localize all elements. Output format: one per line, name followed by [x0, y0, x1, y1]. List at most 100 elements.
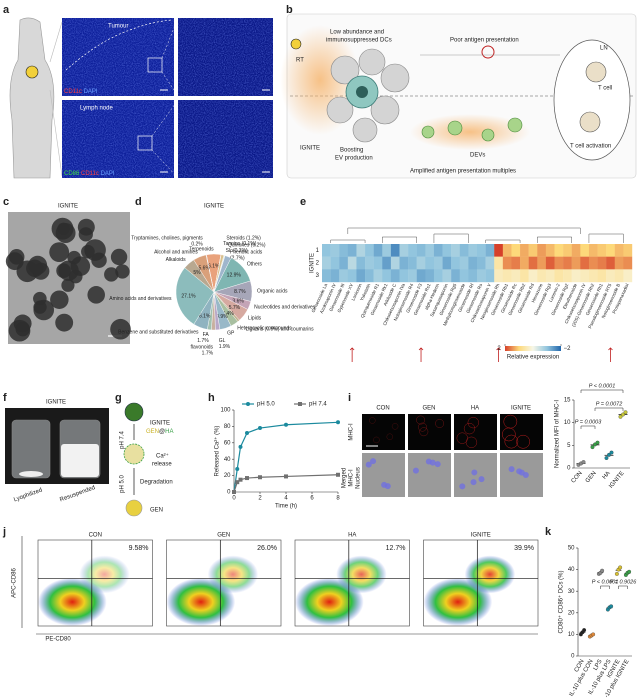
t-cell [585, 61, 607, 83]
panel-letter: k [545, 526, 552, 538]
micrograph [362, 453, 405, 497]
panel-title: HA [348, 533, 356, 539]
heatmap-cell [571, 256, 581, 270]
panel-title: IGNITE [58, 204, 78, 210]
heatmap-cell [330, 244, 340, 257]
x-tick-label: IGNITE [608, 470, 625, 489]
particle [33, 299, 55, 321]
value-label: (2.7%) [230, 255, 245, 261]
particle [104, 267, 119, 282]
stain: CD11c [64, 89, 82, 95]
heatmap-cell [399, 244, 409, 257]
heatmap-cell [399, 269, 409, 283]
column-label: HA [471, 406, 479, 412]
chart-title: IGNITE [310, 253, 316, 273]
y-axis-label: CD80⁺ CD86⁺ DCs (%) [558, 570, 565, 633]
slice-label: Alcohol and amines [154, 250, 198, 256]
slice-label: Alkaloids [166, 257, 187, 263]
y-tick-label: 0 [571, 654, 575, 660]
marker [258, 475, 262, 480]
label: EV production [335, 156, 373, 162]
label: Degradation [140, 480, 173, 486]
marker [336, 472, 340, 477]
heatmap-cell [623, 244, 633, 257]
data-point [609, 604, 614, 609]
radiation-icon [290, 38, 302, 50]
x-tick-label: 6 [310, 496, 314, 502]
heatmap-cell [468, 256, 478, 270]
panel-b: RT Low abundance and immunosuppressed DC… [280, 13, 637, 179]
dendrogram [347, 227, 581, 234]
highlight-arrow [496, 347, 501, 362]
heatmap-cell [528, 244, 538, 257]
heatmap-cell [545, 256, 555, 270]
significance-bracket [594, 407, 624, 411]
heatmap-cell [416, 244, 426, 257]
quadrant-percent: 9.58% [129, 545, 149, 552]
marker [245, 430, 249, 435]
slice-label: Phenolic acids [230, 249, 263, 255]
cell [330, 55, 360, 85]
label: Resuspended [59, 485, 96, 503]
value-label: 1.7% [197, 338, 209, 344]
slice-label: Lignans (0.9%) and coumarins [246, 327, 314, 333]
nucleus [356, 86, 368, 98]
zoom-line [151, 17, 179, 179]
nucleus [434, 461, 441, 468]
particle [61, 278, 75, 292]
density [464, 555, 516, 594]
quadrant-percent: 26.0% [257, 545, 277, 552]
cell-outline [465, 436, 478, 448]
heatmap-cell [537, 269, 547, 283]
heatmap-cell [563, 269, 572, 283]
label-part: @ [159, 429, 165, 435]
label: Ca²⁺ [156, 453, 169, 460]
y-tick-label: 15 [564, 398, 571, 404]
heatmap-cell [571, 244, 581, 257]
heatmap-cell [425, 256, 435, 270]
heatmap-cell [390, 269, 400, 283]
heatmap-cell [322, 244, 331, 257]
marker [238, 477, 243, 482]
heatmap-cell [606, 256, 615, 270]
label: release [152, 462, 172, 468]
heatmap-cell [356, 256, 366, 270]
data-point [618, 565, 623, 570]
panel-letter: d [135, 196, 142, 208]
y-tick-label: 80 [224, 424, 231, 430]
heatmap-cell [545, 269, 555, 283]
heatmap-cell [468, 269, 478, 283]
slice-label: GL [219, 338, 226, 344]
y-tick-label: 50 [568, 546, 575, 552]
slice-label: flavonoids [191, 344, 214, 350]
significance-bracket [580, 425, 596, 429]
data-point [614, 571, 619, 576]
heatmap-cell [614, 244, 624, 257]
particle [78, 227, 93, 242]
cell-outline [456, 432, 468, 444]
value-label: 6.1% [208, 263, 220, 269]
nucleus [508, 466, 515, 473]
heatmap-cell [382, 269, 392, 283]
y-axis-label: Normalized MFI of MHC-I [555, 400, 561, 468]
panel-letter: c [3, 196, 9, 208]
heatmap-cell [485, 269, 495, 283]
significance-label: P < 0.0001 [589, 383, 616, 389]
heatmap-cell [425, 244, 435, 257]
swelling-icon [123, 443, 145, 465]
data-point [609, 450, 614, 455]
dendrogram [485, 239, 521, 243]
y-tick-label: 0 [227, 490, 231, 496]
pie-slice [175, 267, 215, 325]
heatmap-cell [511, 256, 521, 270]
x-tick-label: 8 [336, 496, 340, 502]
dendrogram [382, 236, 417, 243]
value-label: 5% [193, 270, 201, 276]
value-label: 1.9% [219, 344, 231, 350]
heatmap-cell [399, 256, 409, 270]
connector [49, 21, 63, 177]
heatmap-cell [390, 256, 400, 270]
dendrogram [537, 236, 572, 243]
significance-label: P < 0.0001 [592, 579, 619, 585]
